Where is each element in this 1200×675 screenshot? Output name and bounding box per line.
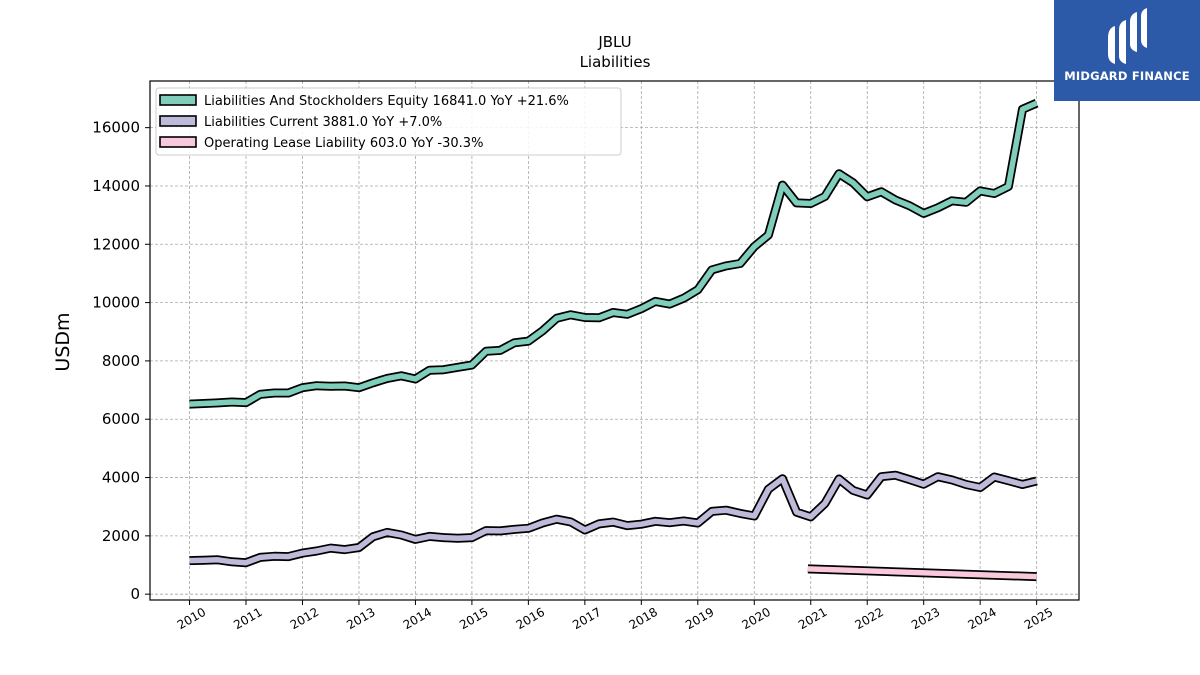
x-tick-label: 2010: [175, 605, 208, 632]
grid: [150, 81, 1079, 600]
series-line-liabilities-current: [189, 472, 1038, 566]
x-tick-label: 2019: [683, 605, 716, 632]
y-tick-label: 12000: [92, 235, 140, 253]
x-tick-label: 2024: [965, 605, 998, 632]
legend-swatch: [159, 94, 197, 106]
legend-swatch: [159, 136, 197, 148]
y-tick-label: 10000: [92, 294, 140, 312]
series-line-operating-lease-liability: [807, 566, 1037, 580]
midgard-logo-icon: [1108, 8, 1147, 64]
axes: 2010 2011 2012 2013 2014 2015 2016 2017 2018 2019…: [92, 119, 1055, 633]
logo-text: MIDGARD FINANCE: [1064, 69, 1190, 83]
y-tick-label: 16000: [92, 119, 140, 137]
legend-box: [155, 87, 622, 156]
legend-label: Liabilities And Stockholders Equity 1684…: [204, 94, 569, 109]
x-tick-label: 2011: [231, 605, 264, 632]
x-tick-label: 2025: [1022, 605, 1055, 632]
y-tick-label: 0: [130, 585, 140, 603]
legend-label: Operating Lease Liability 603.0 YoY -30.…: [204, 136, 483, 151]
x-tick-label: 2020: [740, 605, 773, 632]
y-tick-label: 8000: [102, 352, 140, 370]
chart-subtitle: Liabilities: [580, 53, 651, 71]
x-tick-label: 2018: [627, 605, 660, 632]
plot-frame: [149, 80, 1080, 601]
legend-swatch: [159, 115, 197, 127]
brand-logo: MIDGARD FINANCE: [1054, 0, 1200, 101]
x-tick-label: 2016: [514, 605, 547, 632]
x-tick-label: 2013: [344, 605, 377, 632]
x-tick-label: 2017: [570, 605, 603, 632]
x-tick-label: 2014: [401, 605, 434, 632]
x-tick-label: 2012: [288, 605, 321, 632]
x-tick-label: 2022: [852, 605, 885, 632]
series-line-liabilities-and-stockholders-equity: [189, 100, 1038, 407]
series-layer: [189, 98, 1039, 582]
legend: Liabilities And Stockholders Equity 1684…: [155, 87, 622, 156]
legend-label: Liabilities Current 3881.0 YoY +7.0%: [204, 115, 442, 130]
x-tick-label: 2021: [796, 605, 829, 632]
x-tick-label: 2015: [457, 605, 490, 632]
y-axis-label: USDm: [52, 312, 74, 371]
x-tick-label: 2023: [909, 605, 942, 632]
y-tick-label: 6000: [102, 410, 140, 428]
y-tick-label: 14000: [92, 177, 140, 195]
y-tick-label: 2000: [102, 527, 140, 545]
chart-title: JBLU: [597, 33, 631, 51]
y-tick-label: 4000: [102, 469, 140, 487]
